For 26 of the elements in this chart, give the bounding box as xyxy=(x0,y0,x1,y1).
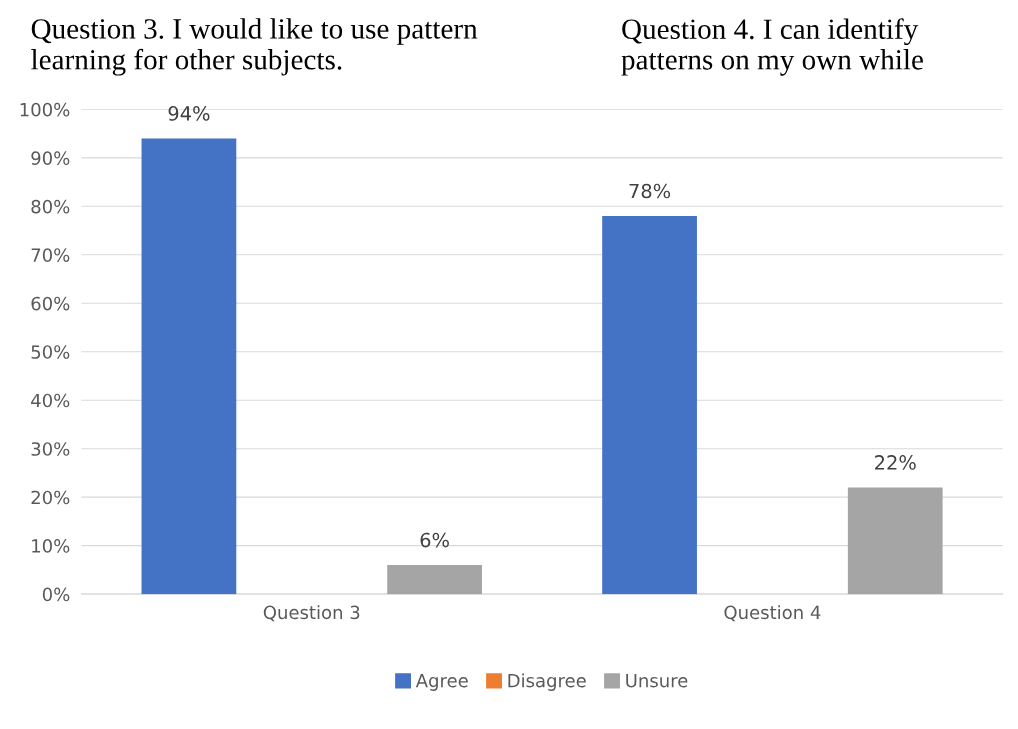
y-tick-label: 40% xyxy=(31,393,70,408)
y-tick-label: 20% xyxy=(31,490,70,505)
x-tick-label: Question 4 xyxy=(724,605,821,622)
y-tick-label: 90% xyxy=(31,151,70,165)
data-label: 78% xyxy=(629,183,671,199)
text: Question 3. I would like to use pattern learning for other subjects. xyxy=(31,18,478,76)
y-tick-label: 0% xyxy=(42,587,70,602)
x-tick-label: Question 3 xyxy=(263,605,360,622)
text: Question 4. I can identify patterns on my own while xyxy=(621,18,923,76)
y-tick-label: 80% xyxy=(31,199,70,214)
data-label: 22% xyxy=(875,455,916,470)
y-tick-label: 30% xyxy=(31,442,70,456)
data-label: 6% xyxy=(420,532,449,548)
bar xyxy=(847,487,943,595)
y-tick-label: 70% xyxy=(31,248,70,262)
legend-label: Agree xyxy=(415,673,468,691)
y-tick-label: 100% xyxy=(20,102,70,117)
bar xyxy=(141,138,237,595)
y-tick-label: 50% xyxy=(31,345,70,359)
bar xyxy=(602,216,697,595)
data-label: 94% xyxy=(168,106,210,121)
y-tick-label: 60% xyxy=(31,296,70,311)
legend-label: Unsure xyxy=(626,673,688,688)
bar xyxy=(387,565,482,595)
y-tick-label: 10% xyxy=(32,539,70,553)
legend-label: Disagree xyxy=(508,673,586,691)
